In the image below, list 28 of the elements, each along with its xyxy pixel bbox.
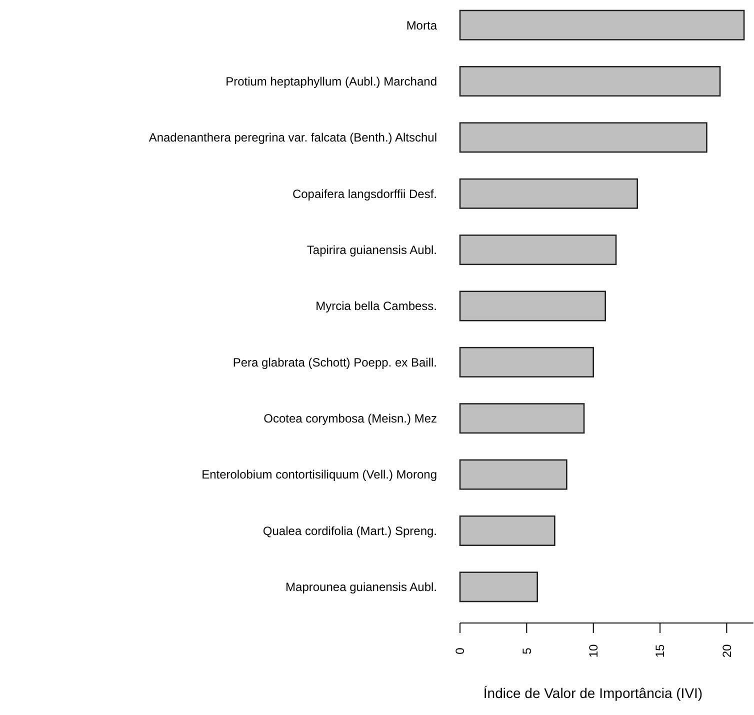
y-tick-label: Ocotea corymbosa (Meisn.) Mez [264,412,437,426]
y-tick-label: Protium heptaphyllum (Aubl.) Marchand [226,74,437,88]
y-tick-label: Pera glabrata (Schott) Poepp. ex Baill. [232,355,437,370]
bar [459,459,568,490]
y-tick-label: Morta [406,18,438,32]
bar [459,572,538,602]
y-tick-label: Copaifera langsdorffii Desf. [292,186,437,201]
y-tick-label: Enterolobium contortisiliquum (Vell.) Morong [202,468,437,482]
bar [459,346,594,378]
bar [459,290,606,322]
bar [459,10,745,40]
bar [459,234,617,266]
y-tick-label: Qualea cordifolia (Mart.) Spreng. [262,524,437,538]
y-tick-label: Maprounea guianensis Aubl. [286,580,437,594]
x-tick-label: 15 [653,644,668,658]
x-tick-label: 0 [453,647,468,654]
y-tick-label: Anadenanthera peregrina var. falcata (Benth.) Altschul [148,130,437,145]
y-tick-label: Myrcia bella Cambess. [316,299,437,314]
x-tick-label: 20 [720,644,734,658]
bar [459,122,708,153]
x-tick-label: 5 [520,647,534,654]
bar [459,66,721,97]
bar [459,403,585,434]
y-tick-label: Tapirira guianensis Aubl. [306,243,437,258]
bar [459,515,556,546]
bar [459,178,638,209]
x-tick-label: 10 [586,644,601,658]
x-axis-title: Índice de Valor de Importância (IVI) [483,685,703,701]
